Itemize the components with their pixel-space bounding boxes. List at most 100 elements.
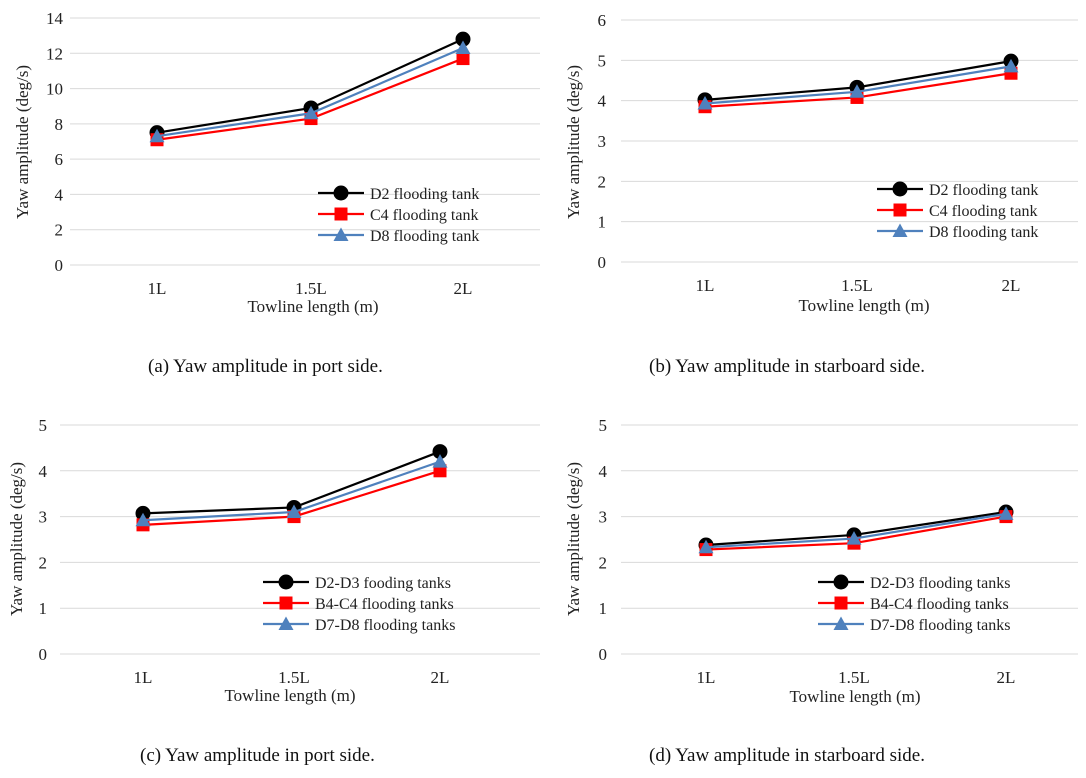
chart-d-data-point — [698, 539, 714, 554]
chart-b-svg: 0 1 2 3 4 5 6 1L 1.5L 2L Towline length (m) Yaw amp… — [564, 11, 1078, 315]
chart-b-y-axis-label: Yaw amplitude (deg/s) — [564, 65, 583, 219]
chart-a-y-tick-label: 4 — [55, 185, 64, 204]
chart-d-legend-label: B4-C4 flooding tanks — [870, 596, 1009, 613]
chart-c-legend-label: D7-D8 flooding tanks — [315, 617, 455, 634]
chart-b-legend-label: C4 flooding tank — [929, 203, 1037, 220]
chart-a-y-axis-label: Yaw amplitude (deg/s) — [13, 65, 32, 219]
chart-b-x-tick-label: 1L — [696, 276, 715, 295]
chart-c-y-axis-label: Yaw amplitude (deg/s) — [7, 462, 26, 616]
chart-a-x-tick-label: 1.5L — [295, 279, 327, 298]
chart-d-y-tick-label: 4 — [599, 462, 608, 481]
chart-b-data-point — [849, 84, 865, 98]
chart-c-caption: (c) Yaw amplitude in port side. — [140, 745, 375, 766]
chart-b-data-point — [697, 95, 713, 110]
chart-c-svg: 0 1 2 3 4 5 1L 1.5L 2L Towline length (m) Yaw ampl… — [7, 416, 540, 705]
chart-a-data-point — [303, 105, 319, 120]
chart-a-legend: D2 flooding tank C4 flooding tank D8 flood… — [318, 185, 479, 245]
chart-d-legend: D2-D3 flooding tanks B4-C4 flooding tanks… — [818, 574, 1010, 634]
chart-c-grid: 0 1 2 3 4 5 — [39, 416, 540, 664]
chart-d-series-3 — [698, 506, 1014, 554]
chart-c-legend-marker — [279, 596, 293, 610]
chart-a-svg: 0 2 4 6 8 10 12 14 1L 1.5L 2L Towline length (m) Yaw… — [13, 9, 540, 316]
chart-b-legend: D2 flooding tank C4 flooding tank D8 flood… — [877, 181, 1038, 241]
chart-b-legend-label: D2 flooding tank — [929, 182, 1038, 199]
chart-a-x-axis-label: Towline length (m) — [247, 297, 378, 316]
chart-d-x-tick-label: 1.5L — [838, 668, 870, 687]
chart-a-y-tick-label: 14 — [46, 9, 64, 28]
chart-c-legend-label: B4-C4 flooding tanks — [315, 596, 454, 613]
chart-a-series-3 — [149, 40, 471, 143]
chart-a-y-tick-label: 2 — [55, 221, 64, 240]
chart-panel-c: 0 1 2 3 4 5 1L 1.5L 2L Towline length (m) Yaw ampl… — [0, 389, 543, 778]
chart-a-legend-label: D2 flooding tank — [370, 186, 479, 203]
chart-a-legend-marker — [334, 207, 348, 221]
chart-c-x-tick-label: 1L — [134, 668, 153, 687]
chart-d-caption: (d) Yaw amplitude in starboard side. — [649, 745, 925, 766]
chart-b-y-tick-label: 5 — [598, 51, 607, 70]
chart-b-series-3 — [697, 58, 1019, 110]
chart-a-caption: (a) Yaw amplitude in port side. — [148, 356, 383, 377]
chart-c-y-tick-label: 3 — [39, 508, 48, 527]
chart-a-data-point — [455, 40, 471, 54]
chart-a-y-tick-label: 10 — [46, 80, 63, 99]
chart-a-data-point — [456, 52, 470, 66]
chart-a-legend-label: D8 flooding tank — [370, 228, 479, 245]
chart-c-legend: D2-D3 fooding tanks B4-C4 flooding tanks D… — [263, 574, 455, 634]
chart-c-data-point — [432, 454, 448, 468]
chart-b-y-tick-label: 4 — [598, 92, 607, 111]
chart-b-x-axis-label: Towline length (m) — [798, 296, 929, 315]
chart-d-legend-label: D7-D8 flooding tanks — [870, 617, 1010, 634]
chart-d-x-tick-label: 2L — [997, 668, 1016, 687]
chart-c-x-tick-label: 2L — [431, 668, 450, 687]
chart-b-grid: 0 1 2 3 4 5 6 — [598, 11, 1078, 272]
chart-a-y-tick-label: 6 — [55, 150, 64, 169]
chart-d-y-axis-label: Yaw amplitude (deg/s) — [564, 462, 583, 616]
chart-b-legend-marker — [892, 223, 908, 237]
chart-d-y-tick-label: 2 — [599, 553, 608, 572]
chart-d-legend-marker — [834, 596, 848, 610]
chart-c-y-tick-label: 1 — [39, 599, 48, 618]
chart-c-legend-label: D2-D3 fooding tanks — [315, 575, 451, 592]
chart-b-y-tick-label: 6 — [598, 11, 607, 30]
chart-a-x-tick-label: 2L — [454, 279, 473, 298]
chart-b-y-tick-label: 0 — [598, 253, 607, 272]
chart-c-data-point — [286, 504, 302, 519]
chart-b-caption: (b) Yaw amplitude in starboard side. — [649, 356, 925, 377]
chart-a-x-tick-label: 1L — [148, 279, 167, 298]
chart-b-x-tick-label: 1.5L — [841, 276, 873, 295]
chart-c-x-axis-label: Towline length (m) — [224, 686, 355, 705]
chart-d-legend-marker — [833, 574, 849, 590]
chart-c-y-tick-label: 5 — [39, 416, 48, 435]
chart-d-x-axis-label: Towline length (m) — [789, 687, 920, 706]
chart-c-legend-marker — [278, 574, 294, 590]
chart-d-svg: 0 1 2 3 4 5 1L 1.5L 2L Towline length (m) Yaw ampl… — [564, 416, 1078, 706]
chart-b-data-point — [1003, 58, 1019, 73]
chart-c-data-point — [135, 512, 151, 527]
chart-panel-b: 0 1 2 3 4 5 6 1L 1.5L 2L Towline length (m) Yaw amp… — [543, 0, 1086, 389]
chart-c-series-3 — [135, 454, 448, 527]
chart-d-data-point — [998, 506, 1014, 520]
chart-a-legend-label: C4 flooding tank — [370, 207, 478, 224]
chart-a-legend-marker — [333, 185, 349, 201]
chart-b-legend-label: D8 flooding tank — [929, 224, 1038, 241]
chart-b-legend-marker — [892, 181, 908, 197]
chart-a-series-line — [156, 57, 464, 141]
chart-d-legend-marker — [833, 616, 849, 630]
chart-a-y-tick-label: 12 — [46, 44, 63, 63]
chart-d-y-tick-label: 3 — [599, 508, 608, 527]
chart-a-y-tick-label: 0 — [55, 256, 64, 275]
chart-a-y-tick-label: 8 — [55, 115, 64, 134]
chart-a-data-point — [149, 128, 165, 143]
chart-d-y-tick-label: 5 — [599, 416, 608, 435]
chart-panel-d: 0 1 2 3 4 5 1L 1.5L 2L Towline length (m) Yaw ampl… — [543, 389, 1086, 778]
chart-b-y-tick-label: 3 — [598, 132, 607, 151]
chart-c-y-tick-label: 2 — [39, 553, 48, 572]
chart-panel-a: 0 2 4 6 8 10 12 14 1L 1.5L 2L Towline length (m) Yaw… — [0, 0, 543, 389]
chart-d-x-tick-label: 1L — [697, 668, 716, 687]
chart-d-data-point — [846, 531, 862, 545]
chart-c-x-tick-label: 1.5L — [278, 668, 310, 687]
chart-c-y-tick-label: 0 — [39, 645, 48, 664]
chart-d-y-tick-label: 1 — [599, 599, 608, 618]
chart-b-y-tick-label: 1 — [598, 213, 607, 232]
chart-d-legend-label: D2-D3 flooding tanks — [870, 575, 1010, 592]
